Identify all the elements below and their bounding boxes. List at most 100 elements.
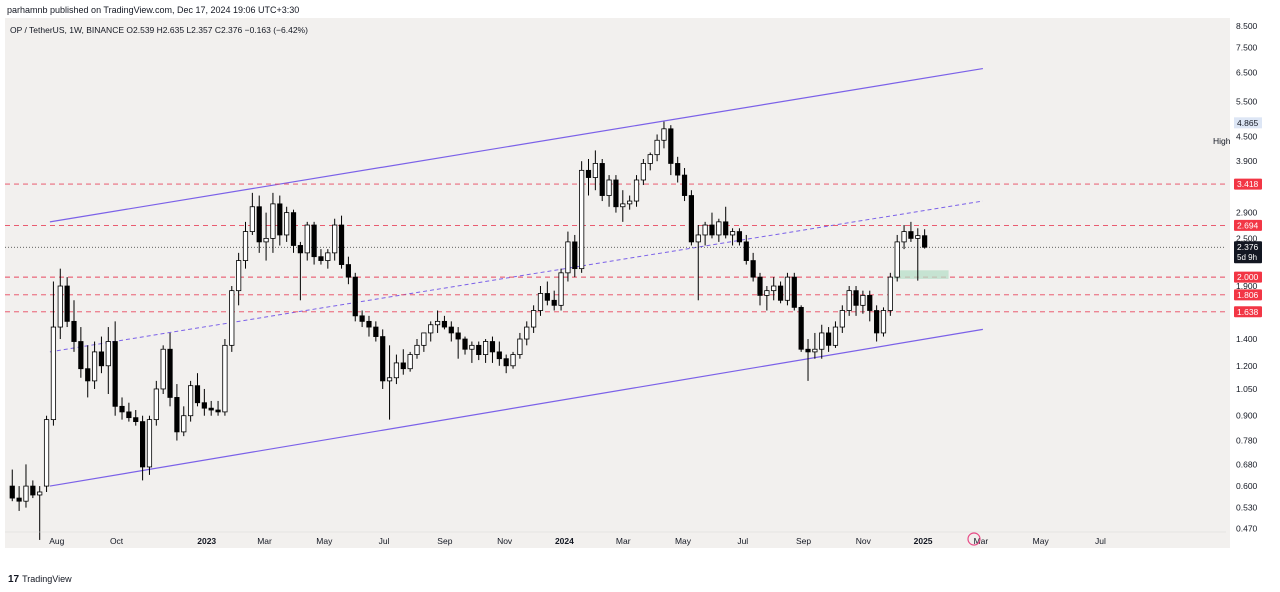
candle-body [181, 415, 187, 433]
candle-body [839, 310, 845, 328]
candle-body [318, 256, 324, 261]
candle-body [50, 326, 57, 421]
candle-body [654, 139, 660, 156]
candle-body [297, 245, 303, 254]
high-price-box [1234, 117, 1262, 129]
candle-body [771, 285, 777, 292]
candle-body [887, 276, 893, 311]
time-tick-label: Sep [796, 536, 811, 546]
price-chart[interactable]: High Aug Oct 2023 Mar May Jul Sep Nov 2024 Mar May J… [5, 18, 1230, 548]
candle-body [188, 385, 194, 417]
candle-body [400, 362, 406, 370]
candle-body [222, 344, 228, 413]
candle-body [236, 260, 242, 292]
candle-body [373, 326, 379, 337]
candle-body [43, 419, 50, 487]
candle-body [832, 326, 839, 346]
candle-body [819, 332, 825, 350]
time-tick-label: May [675, 536, 692, 546]
level-label-box [1234, 219, 1262, 231]
candle-body [167, 348, 173, 398]
candle-body [126, 411, 132, 419]
ohlc-low: L2.357 [186, 25, 213, 35]
candle-body [661, 128, 667, 141]
candle-body [428, 324, 434, 334]
time-tick-label: Aug [49, 536, 64, 546]
candle-body [345, 264, 352, 278]
candle-body [798, 306, 804, 350]
time-tick-label: May [1033, 536, 1050, 546]
candle-body [9, 485, 15, 499]
candle-body [791, 276, 797, 308]
level-label: 2.694 [1237, 220, 1259, 230]
candle-body [139, 421, 146, 468]
candle-body [270, 203, 276, 239]
chart-panel[interactable]: High Aug Oct 2023 Mar May Jul Sep Nov 2024 Mar May J… [5, 18, 1230, 548]
candle-body [249, 206, 255, 232]
current-price-label: 2.376 [1237, 242, 1259, 252]
candle-body [640, 163, 646, 181]
time-tick-label: Mar [974, 536, 989, 546]
candle-body [325, 252, 331, 261]
candle-body [695, 234, 701, 243]
ohlc-close: C2.376 [214, 25, 243, 35]
candle-body [668, 128, 674, 164]
candle-body [482, 341, 489, 355]
level-label: 1.638 [1237, 307, 1259, 317]
price-tick-label: 4.500 [1236, 131, 1258, 141]
price-tick-label: 0.600 [1236, 481, 1258, 491]
candle-body [908, 231, 914, 239]
price-tick-label: 0.470 [1236, 523, 1258, 533]
candle-body [332, 224, 338, 254]
candle-body [284, 212, 290, 236]
candle-body [688, 195, 695, 243]
candle-body [915, 235, 921, 239]
candle-body [922, 235, 928, 248]
symbol-info: OP / TetherUS, 1W, BINANCE O2.539 H2.635… [10, 25, 308, 35]
price-tick-label: 1.200 [1236, 361, 1258, 371]
publish-header: parhamnb published on TradingView.com, D… [0, 0, 1280, 20]
candle-body [524, 326, 530, 340]
candle-body [777, 285, 784, 301]
candle-body [215, 409, 221, 413]
candle-body [613, 179, 619, 208]
price-tick-label: 3.900 [1236, 156, 1258, 166]
candle-body [675, 163, 681, 176]
candle-body [174, 397, 180, 433]
level-label: 1.806 [1237, 290, 1259, 300]
ohlc-open: O2.539 [126, 25, 155, 35]
candle-body [434, 320, 441, 326]
candle-body [37, 491, 43, 496]
candle-body [709, 224, 715, 236]
price-axis[interactable]: 8.500 7.500 6.500 5.500 4.500 3.900 2.900 2.500… [1228, 18, 1280, 548]
symbol-pair[interactable]: OP / TetherUS, 1W, BINANCE [10, 25, 125, 35]
price-tick-label: 0.680 [1236, 459, 1258, 469]
candle-body [441, 320, 448, 328]
channel-line-channel-upper [49, 67, 983, 223]
ohlc-high: H2.635 [156, 25, 185, 35]
plot-background [5, 18, 1230, 548]
candle-body [681, 174, 688, 196]
candle-body [133, 417, 139, 423]
candle-body [380, 336, 386, 382]
price-tick-label: 1.400 [1236, 334, 1258, 344]
candle-body [469, 344, 475, 350]
current-price-box [1234, 241, 1262, 264]
candle-body [826, 332, 832, 346]
candle-body [242, 231, 249, 261]
candle-body [757, 276, 763, 296]
candle-body [290, 212, 297, 246]
footer-brand[interactable]: 17 TradingView [8, 572, 72, 586]
level-label-box [1234, 271, 1262, 283]
time-tick-label: 2025 [914, 536, 933, 546]
time-tick-label: Mar [257, 536, 272, 546]
candle-body [579, 169, 585, 270]
candle-body [716, 221, 722, 236]
time-tick-label: 2023 [197, 536, 216, 546]
price-tick-label: 5.500 [1236, 97, 1258, 107]
candle-body [764, 290, 770, 296]
candle-body [805, 348, 811, 353]
candle-body [71, 320, 77, 342]
time-tick-label: 2024 [555, 536, 574, 546]
candle-body [633, 179, 640, 202]
